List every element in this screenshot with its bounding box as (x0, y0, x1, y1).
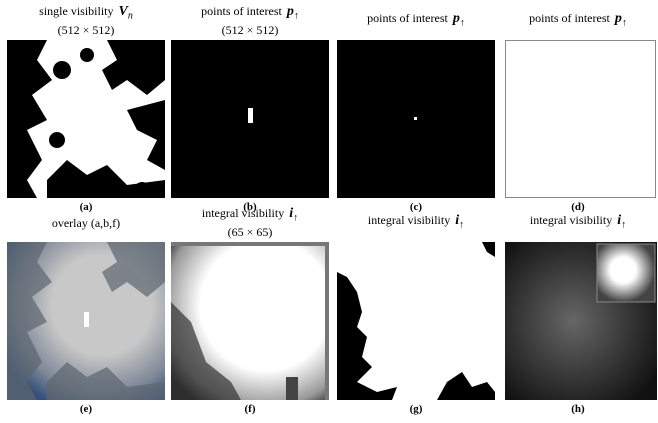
integral-image (171, 242, 329, 400)
caption: points of interest p↑ (512 × 512) (171, 2, 329, 40)
title: points of interest (367, 11, 448, 25)
symbol: V (119, 4, 128, 19)
subscript: ↑ (459, 220, 464, 231)
caption-line: points of interest p↑ (201, 4, 299, 23)
integral-image (337, 242, 495, 400)
points-image (499, 40, 657, 198)
caption-line: points of interest p↑ (529, 11, 627, 30)
subscript: ↑ (621, 220, 626, 231)
symbol: p (287, 4, 294, 19)
symbol: p (453, 11, 460, 26)
subscript: ↑ (622, 18, 627, 29)
figure: single visibilityVn (512 × 512) (a) poin… (0, 0, 658, 423)
size: (512 × 512) (222, 23, 279, 38)
label: (g) (337, 403, 495, 415)
symbol: p (615, 11, 622, 26)
label: (h) (499, 403, 657, 415)
caption: single visibility Vn (512 × 512) (7, 2, 165, 40)
title: integral visibility (368, 213, 450, 227)
title: integral visibility (530, 213, 612, 227)
subscript: ↑ (294, 10, 299, 21)
points-image (337, 40, 495, 198)
label: (e) (7, 403, 165, 415)
size: (512 × 512) (58, 23, 115, 38)
visibility-image (7, 40, 165, 198)
integral-image (499, 242, 657, 400)
subscript: n (128, 10, 133, 21)
subscript: ↑ (293, 212, 298, 223)
title: points of interest (201, 4, 282, 18)
title: points of interest (529, 11, 610, 25)
title: single visibility (39, 4, 113, 18)
points-image (171, 40, 329, 198)
caption: overlay (a,b,f) (7, 204, 165, 242)
size: (65 × 65) (228, 225, 273, 240)
panel: overlay (a,b,f) (e) (7, 204, 165, 415)
title: overlay (a,b,f) (52, 216, 120, 231)
caption-line: single visibility Vn (39, 4, 133, 23)
caption: points of interest p↑ (499, 2, 657, 40)
label: (f) (171, 403, 329, 415)
subscript: ↑ (460, 18, 465, 29)
caption-line: points of interest p↑ (367, 11, 465, 30)
caption: points of interest p↑ (337, 2, 495, 40)
title: integral visibility (202, 206, 284, 220)
overlay-image (7, 242, 165, 400)
